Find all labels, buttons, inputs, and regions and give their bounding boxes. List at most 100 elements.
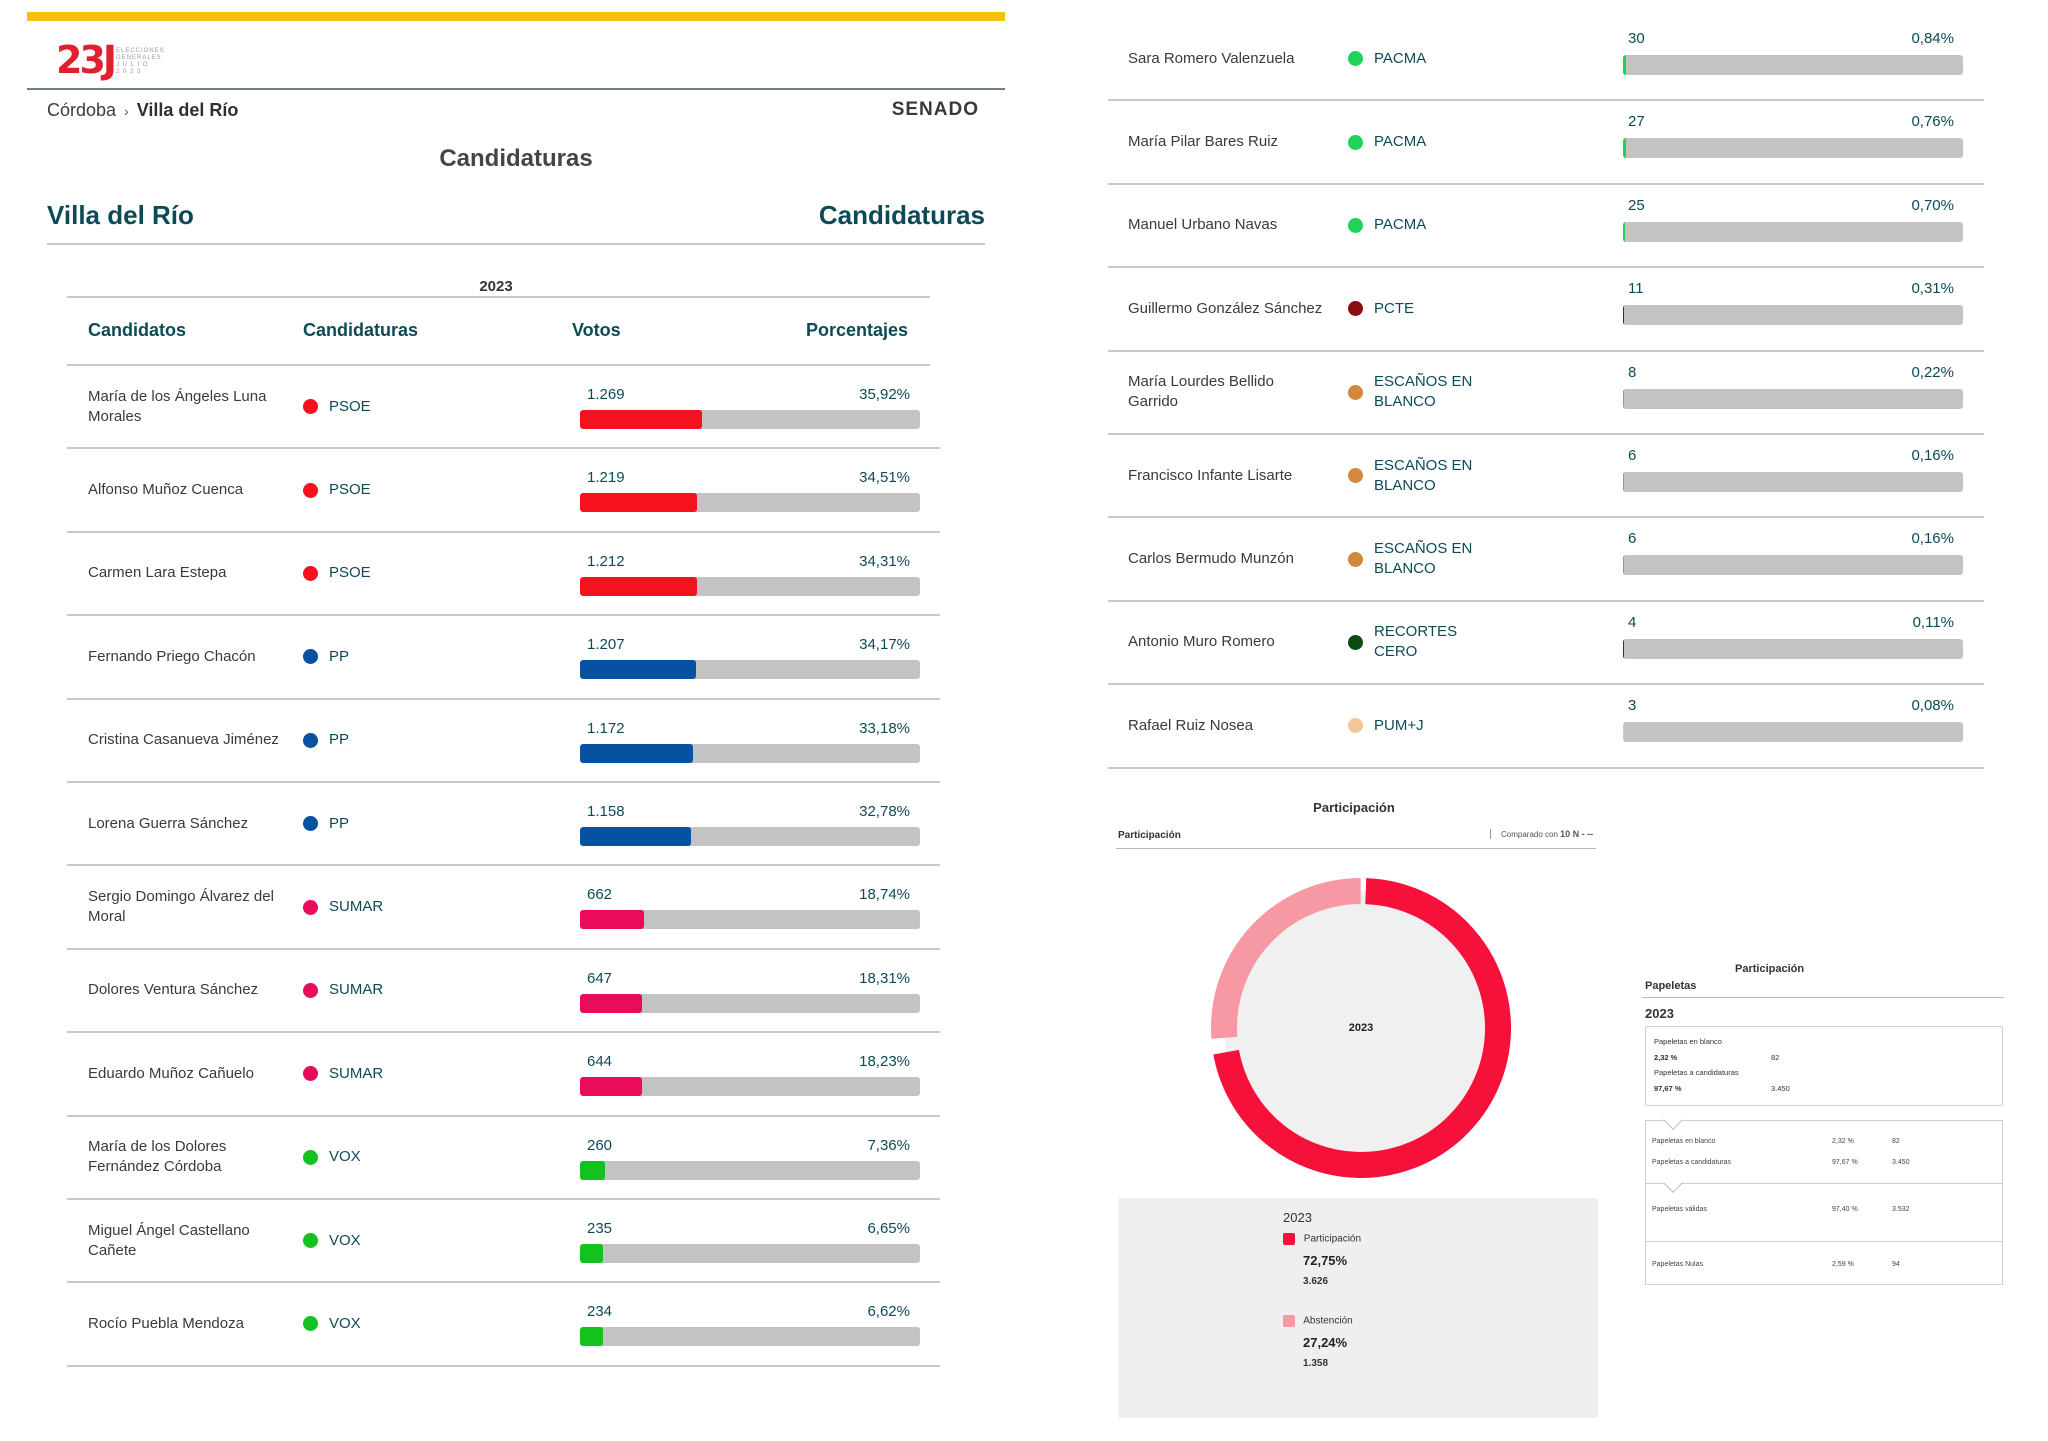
vote-count: 260 <box>587 1136 613 1154</box>
ballots-row-pct: 97,67 % <box>1832 1159 1858 1166</box>
table-row: Rocío Puebla Mendoza VOX 234 6,62% <box>67 1283 940 1367</box>
candidate-name: Francisco Infante Lisarte <box>1128 466 1293 484</box>
vote-bar-track <box>1623 221 1963 242</box>
candidate-name: Carlos Bermudo Munzón <box>1128 550 1294 568</box>
vote-bar-fill <box>580 660 697 680</box>
party-name: RECORTES CERO <box>1374 623 1458 661</box>
vote-count: 234 <box>587 1303 613 1321</box>
vote-bar-fill <box>1623 221 1626 242</box>
vote-bar-track <box>580 743 920 763</box>
vote-percentage: 34,17% <box>859 636 910 654</box>
vote-count: 4 <box>1628 613 1637 631</box>
table-header: Candidatos Candidaturas Votos Porcentaje… <box>67 318 930 364</box>
election-logo[interactable]: 23J ELECCIONES GENERALES J U L I O 2 0 2… <box>56 28 196 84</box>
candidate-name: Lorena Guerra Sánchez <box>88 814 249 832</box>
ballots-row-pct: 97,40 % <box>1832 1206 1858 1213</box>
abstention-arc[interactable] <box>1211 878 1511 1178</box>
blank-ballots-count: 82 <box>1771 1053 1780 1062</box>
participation-divider <box>1116 848 1596 849</box>
candidate-name: Antonio Muro Romero <box>1128 633 1275 651</box>
section-title: Candidaturas <box>818 200 985 230</box>
vote-percentage: 0,16% <box>1911 530 1954 548</box>
party-name: PACMA <box>1374 133 1427 151</box>
vote-bar-track <box>580 1243 920 1263</box>
candidate-list: María de los Ángeles Luna Morales PSOE 1.2… <box>67 366 940 1367</box>
vote-percentage: 0,31% <box>1911 280 1954 298</box>
header-row-divider <box>67 364 930 366</box>
vote-bar-fill <box>1623 55 1626 75</box>
party-name: PUM+J <box>1374 716 1424 734</box>
vote-percentage: 34,51% <box>859 469 910 487</box>
ballots-row-count: 3.450 <box>1892 1159 1910 1166</box>
party-cell: PUM+J <box>1348 716 1484 736</box>
party-color-dot-icon <box>303 399 318 415</box>
vote-count: 6 <box>1628 530 1637 548</box>
candidate-ballots-label: Papeletas a candidaturas <box>1654 1068 1739 1077</box>
vote-percentage: 33,18% <box>859 719 910 737</box>
compare-label: Comparado con <box>1501 830 1558 839</box>
title-divider <box>47 243 985 245</box>
table-row: Manuel Urbano Navas PACMA 25 0,70% <box>1108 185 1984 269</box>
vote-bar-track <box>580 493 920 513</box>
party-color-dot-icon <box>1348 51 1363 67</box>
participation-arc[interactable] <box>1211 878 1511 1178</box>
candidate-name: María Pilar Bares Ruiz <box>1128 133 1279 151</box>
party-name: ESCAÑOS EN BLANCO <box>1374 373 1473 411</box>
table-row: Eduardo Muñoz Cañuelo SUMAR 644 18,23% <box>67 1033 940 1117</box>
table-row: Cristina Casanueva Jiménez PP 1.172 33,18% <box>67 700 940 783</box>
vote-percentage: 6,62% <box>867 1303 910 1321</box>
table-row: Carmen Lara Estepa PSOE 1.212 34,31% <box>67 533 940 617</box>
party-color-dot-icon <box>1348 301 1363 317</box>
ballots-row-pct: 2,59 % <box>1832 1261 1854 1268</box>
ballots-subtitle: Papeletas <box>1645 980 1697 992</box>
breadcrumb-parent-link[interactable]: Córdoba <box>47 100 117 120</box>
vote-percentage: 0,16% <box>1911 446 1954 464</box>
table-year: 2023 <box>479 278 513 295</box>
vote-percentage: 0,22% <box>1911 363 1954 381</box>
table-row: Rafael Ruiz Nosea PUM+J 3 0,08% <box>1108 685 1984 769</box>
candidate-name: María de los Ángeles Luna Morales <box>88 387 267 425</box>
legend-item-participation[interactable]: Participación <box>1283 1233 1361 1245</box>
participation-donut-chart: 2023 <box>1211 878 1511 1178</box>
table-row: Antonio Muro Romero RECORTES CERO 4 0,11% <box>1108 602 1984 686</box>
table-row: Alfonso Muñoz Cuenca PSOE 1.219 34,51% <box>67 449 940 533</box>
breadcrumb: Córdoba › Villa del Río <box>47 100 238 121</box>
candidate-name: Dolores Ventura Sánchez <box>88 981 259 999</box>
column-header-candidates[interactable]: Candidatos <box>88 320 187 340</box>
candidate-ballots-pct: 97,67 % <box>1654 1084 1682 1093</box>
logo-line: J U L I O <box>116 62 149 68</box>
legend-item-abstention[interactable]: Abstención <box>1283 1315 1353 1327</box>
legend-label-participation: Participación <box>1303 1233 1362 1245</box>
party-cell: RECORTES CERO <box>1348 622 1484 662</box>
column-header-percentages[interactable]: Porcentajes <box>805 320 908 340</box>
column-header-votes[interactable]: Votos <box>572 320 621 340</box>
vote-count: 25 <box>1628 196 1645 214</box>
party-name: PSOE <box>329 481 371 499</box>
party-name: PP <box>329 647 350 665</box>
vote-count: 647 <box>587 969 613 987</box>
ballots-table-row: Papeletas válidas 97,40 % 3.532 <box>1652 1206 1998 1220</box>
tooltip-pointer <box>1663 1173 1683 1193</box>
table-row: Francisco Infante Lisarte ESCAÑOS EN BLAN… <box>1108 435 1984 519</box>
ballots-row-pct: 2,32 % <box>1832 1138 1854 1145</box>
logo-text: ELECCIONES GENERALES J U L I O 2 0 2 3 <box>116 48 165 76</box>
party-name: PACMA <box>1374 49 1427 67</box>
column-header-parties[interactable]: Candidaturas <box>303 320 419 340</box>
party-name: VOX <box>329 1148 361 1166</box>
compare-selector[interactable]: Comparado con 10 N - -- <box>1490 829 1593 839</box>
vote-bar-fill <box>580 410 703 429</box>
candidate-name: María de los Dolores Fernández Córdoba <box>88 1138 227 1176</box>
table-row: Guillermo González Sánchez PCTE 11 0,31% <box>1108 268 1984 352</box>
abstention-swatch <box>1283 1315 1295 1327</box>
party-cell: PACMA <box>1348 215 1484 235</box>
party-name: ESCAÑOS EN BLANCO <box>1374 456 1473 494</box>
party-color-dot-icon <box>1348 634 1363 650</box>
vote-percentage: 32,78% <box>859 802 910 820</box>
participation-title: Participación <box>1313 800 1395 815</box>
vote-count: 8 <box>1628 363 1637 381</box>
party-cell: PSOE <box>303 397 439 417</box>
vote-bar-fill <box>580 826 692 846</box>
vote-count: 235 <box>587 1219 613 1237</box>
table-row: María de los Ángeles Luna Morales PSOE 1.2… <box>67 366 940 450</box>
table-row: Carlos Bermudo Munzón ESCAÑOS EN BLANCO 6 0… <box>1108 518 1984 602</box>
